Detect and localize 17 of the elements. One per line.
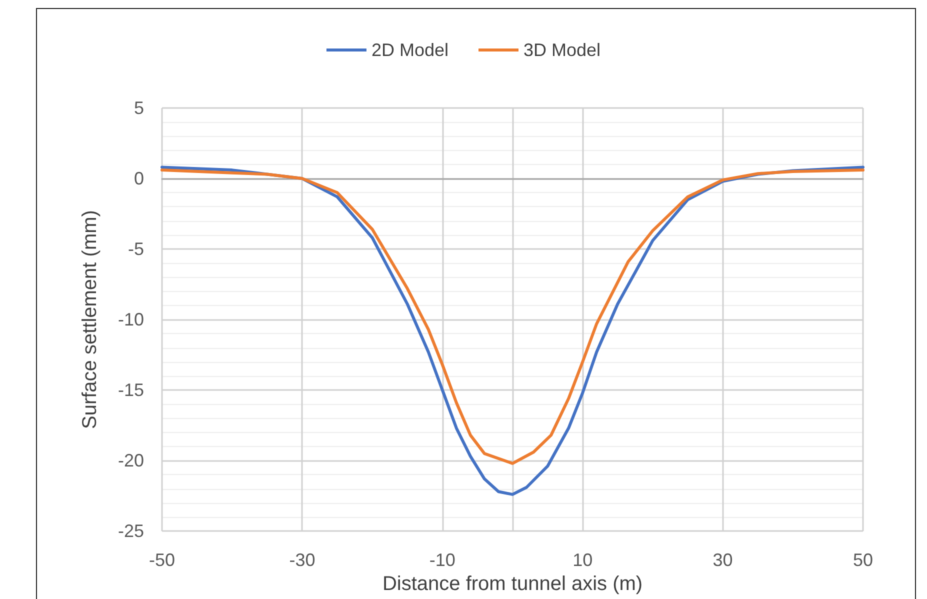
x-tick-label: 30 [712,550,733,570]
y-tick-label: 0 [134,168,144,189]
y-axis-title: Surface settlement (mm) [79,210,101,430]
y-tick-label: -15 [118,380,144,400]
x-tick-label: 50 [852,550,874,570]
x-tick-label: -30 [289,550,316,570]
y-tick-label: -25 [118,521,144,542]
x-tick-label: 10 [572,550,593,570]
legend-label: 3D Model [524,40,601,60]
legend-label: 2D Model [371,40,449,60]
x-tick-label: -10 [429,550,456,570]
y-tick-label: 5 [134,98,144,118]
y-tick-label: -20 [118,450,144,471]
y-tick-label: -5 [128,239,144,260]
x-tick-label: -50 [148,550,176,570]
y-tick-label: -10 [118,310,144,330]
x-axis-title: Distance from tunnel axis (m) [382,573,643,595]
